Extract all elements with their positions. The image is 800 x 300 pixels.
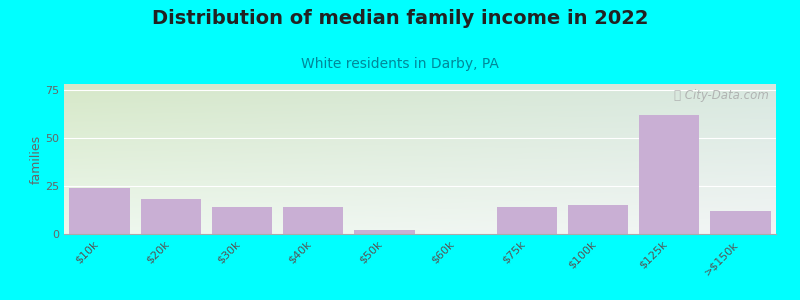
Bar <box>354 230 414 234</box>
Bar <box>568 205 628 234</box>
Bar <box>710 211 770 234</box>
Bar <box>212 207 272 234</box>
Bar <box>497 207 557 234</box>
Text: Distribution of median family income in 2022: Distribution of median family income in … <box>152 9 648 28</box>
Text: White residents in Darby, PA: White residents in Darby, PA <box>301 57 499 71</box>
Bar <box>639 115 699 234</box>
Bar <box>70 188 130 234</box>
Text: ⓘ City-Data.com: ⓘ City-Data.com <box>674 88 769 101</box>
Bar <box>141 200 201 234</box>
Bar <box>283 207 343 234</box>
Y-axis label: families: families <box>30 134 42 184</box>
